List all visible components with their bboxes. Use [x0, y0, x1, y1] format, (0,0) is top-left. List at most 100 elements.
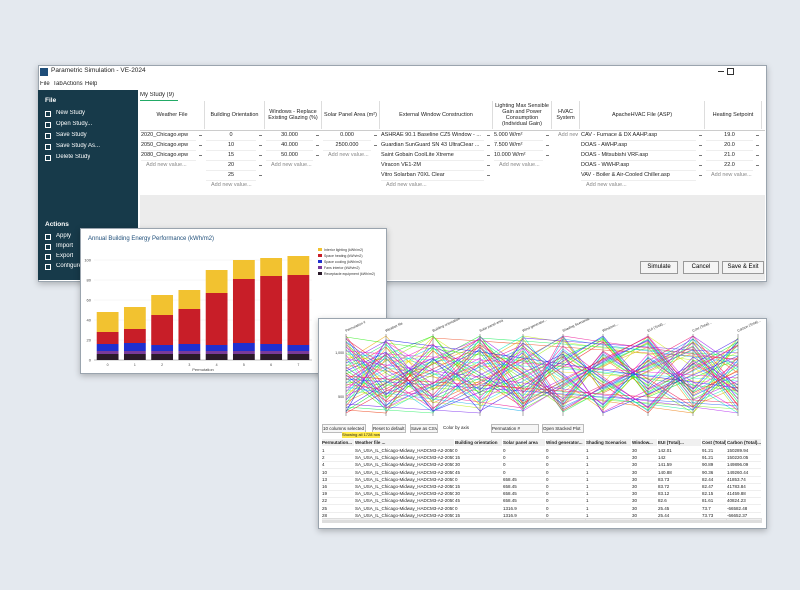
menu-item[interactable]: File: [40, 81, 50, 87]
tab[interactable]: My Study (9): [140, 92, 178, 101]
results-cell: 140.88: [658, 469, 701, 477]
sidebar-item[interactable]: Delete Study: [56, 154, 91, 160]
cell-remove[interactable]: [699, 175, 702, 176]
cell-remove[interactable]: [756, 135, 759, 136]
cell-remove[interactable]: [199, 155, 202, 156]
results-cell: 0: [546, 469, 585, 477]
cell[interactable]: 25: [206, 171, 256, 181]
button[interactable]: Cancel: [683, 261, 719, 274]
cell[interactable]: 21.0: [706, 151, 753, 161]
control[interactable]: Permutation #: [491, 424, 539, 433]
cell[interactable]: Guardian SunGuard SN 43 UltraClear ...: [381, 141, 484, 151]
sidebar-item[interactable]: Open Study...: [56, 121, 93, 127]
cell[interactable]: Viracon VE1-2M: [381, 161, 484, 171]
cell-remove[interactable]: [487, 155, 490, 156]
add-value[interactable]: Add new value...: [211, 182, 252, 188]
cell[interactable]: Saint Gobain CoolLite Xtreme: [381, 151, 484, 161]
cell-remove[interactable]: [199, 135, 202, 136]
cell[interactable]: 10: [206, 141, 256, 151]
menu-item[interactable]: Actions: [63, 81, 83, 87]
add-value[interactable]: Add new value...: [146, 162, 187, 168]
cell-remove[interactable]: [374, 145, 377, 146]
cell-remove[interactable]: [259, 175, 262, 176]
cell[interactable]: 40.000: [266, 141, 313, 151]
cell[interactable]: DOAS - Mitsubishi VRF.asp: [581, 151, 696, 161]
add-value[interactable]: Add new value...: [271, 162, 312, 168]
cell[interactable]: Vitro Solarban 70XL Clear: [381, 171, 484, 181]
add-value[interactable]: Add new value...: [386, 182, 427, 188]
cell-remove[interactable]: [374, 135, 377, 136]
cell-remove[interactable]: [546, 145, 549, 146]
sidebar-item[interactable]: Import: [56, 243, 74, 249]
axis-label: Weather file: [385, 321, 404, 333]
results-cell: 0: [546, 497, 585, 506]
sidebar-item[interactable]: New Study: [56, 110, 86, 116]
cell-remove[interactable]: [699, 135, 702, 136]
cell[interactable]: DOAS - AWHP.asp: [581, 141, 696, 151]
minimize[interactable]: [718, 71, 724, 72]
menu-item[interactable]: Help: [85, 81, 98, 87]
cell[interactable]: 2500.000: [323, 141, 371, 151]
menu-item[interactable]: Tab: [53, 81, 63, 87]
cell-remove[interactable]: [316, 135, 319, 136]
cell-remove[interactable]: [316, 145, 319, 146]
cell[interactable]: VAV - Boiler & Air-Cooled Chiller.asp: [581, 171, 696, 181]
cell[interactable]: 0.000: [323, 131, 371, 141]
cell-remove[interactable]: [259, 165, 262, 166]
cell[interactable]: 50.000: [266, 151, 313, 161]
cell-remove[interactable]: [487, 135, 490, 136]
control[interactable]: Open Stacked Plot: [542, 424, 584, 433]
cell-remove[interactable]: [546, 155, 549, 156]
cell[interactable]: 2050_Chicago.epw: [141, 141, 196, 151]
sidebar-item[interactable]: Save Study: [56, 132, 87, 138]
maximize[interactable]: [727, 68, 734, 75]
cell[interactable]: 19.0: [706, 131, 753, 141]
cell[interactable]: 2080_Chicago.epw: [141, 151, 196, 161]
results-cell: SA_USA_IL_Chicago-Midway_HADCM3-A2-2050.…: [355, 512, 454, 520]
plot-line: [345, 342, 739, 407]
cell-remove[interactable]: [756, 145, 759, 146]
sidebar-item[interactable]: Export: [56, 253, 74, 259]
scrollbar[interactable]: [322, 518, 762, 523]
cell-remove[interactable]: [199, 145, 202, 146]
button[interactable]: Simulate: [640, 261, 678, 274]
sidebar-item[interactable]: Configure: [56, 263, 83, 269]
cell[interactable]: DOAS - WWHP.asp: [581, 161, 696, 171]
cell-remove[interactable]: [487, 165, 490, 166]
cell-remove[interactable]: [699, 145, 702, 146]
cell[interactable]: ASHRAE 90.1 Baseline CZ5 Window - ...: [381, 131, 484, 141]
cell-remove[interactable]: [259, 145, 262, 146]
control[interactable]: Reset to default: [372, 424, 406, 433]
cell-remove[interactable]: [259, 155, 262, 156]
cell[interactable]: 2020_Chicago.epw: [141, 131, 196, 141]
sidebar-item[interactable]: Save Study As...: [56, 143, 101, 149]
add-value[interactable]: Add new value...: [499, 162, 540, 168]
cell[interactable]: CAV - Furnace & DX AAHP.asp: [581, 131, 696, 141]
cell-remove[interactable]: [699, 165, 702, 166]
add-value[interactable]: Add new value...: [328, 152, 369, 158]
cell[interactable]: 20.0: [706, 141, 753, 151]
cell-remove[interactable]: [699, 155, 702, 156]
cell[interactable]: 15: [206, 151, 256, 161]
cell-remove[interactable]: [756, 165, 759, 166]
cell[interactable]: 30.000: [266, 131, 313, 141]
control[interactable]: Save as CSV: [410, 424, 438, 433]
cell-remove[interactable]: [259, 135, 262, 136]
cell[interactable]: 7.500 W/m²: [494, 141, 543, 151]
cell[interactable]: 5.000 W/m²: [494, 131, 543, 141]
button[interactable]: Save & Exit: [722, 261, 764, 274]
cell-remove[interactable]: [487, 145, 490, 146]
add-value[interactable]: Add new value...: [586, 182, 627, 188]
cell-remove[interactable]: [546, 135, 549, 136]
cell-remove[interactable]: [756, 155, 759, 156]
add-value[interactable]: Add new value...: [558, 132, 578, 138]
bar-segment: [123, 343, 146, 351]
cell[interactable]: 0: [206, 131, 256, 141]
cell[interactable]: 10.000 W/m²: [494, 151, 543, 161]
cell[interactable]: 20: [206, 161, 256, 171]
add-value[interactable]: Add new value...: [711, 172, 752, 178]
cell-remove[interactable]: [316, 155, 319, 156]
cell-remove[interactable]: [487, 175, 490, 176]
sidebar-item[interactable]: Apply: [56, 233, 72, 239]
cell[interactable]: 22.0: [706, 161, 753, 171]
